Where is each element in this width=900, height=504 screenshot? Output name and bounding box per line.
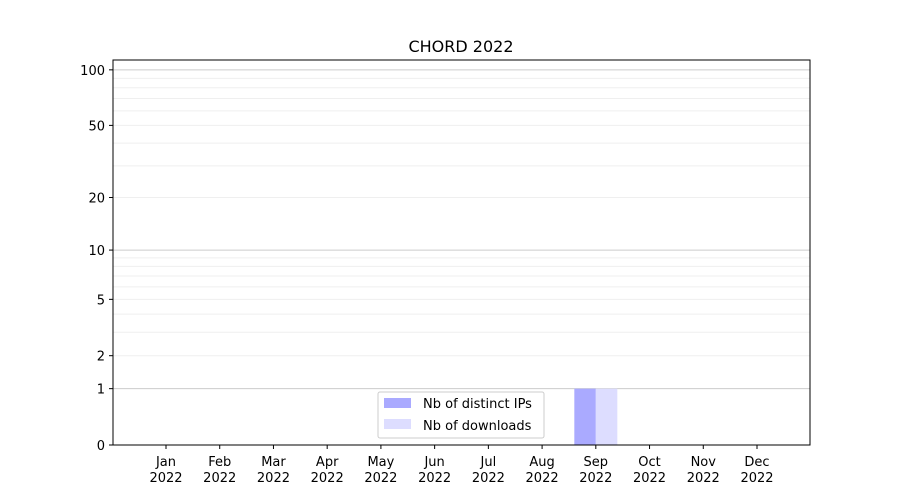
- x-tick-label: Jan: [155, 455, 176, 470]
- grid: [113, 69, 810, 390]
- y-tick-label: 5: [97, 293, 105, 308]
- legend-swatch-downloads: [384, 419, 411, 429]
- x-tick-label: Apr: [316, 455, 339, 470]
- legend-label-downloads: Nb of downloads: [423, 419, 532, 434]
- x-tick-label: Oct: [638, 455, 660, 470]
- bar-distinct-ips: [574, 388, 596, 445]
- y-tick-label: 1: [97, 383, 105, 398]
- legend-box: [377, 391, 545, 439]
- x-tick-year: 2022: [311, 471, 344, 486]
- y-tick-label: 10: [88, 244, 105, 259]
- y-axis: 0 1 2 5 10 20 50 100: [80, 64, 113, 454]
- y-tick-label: 20: [88, 192, 105, 207]
- legend: Nb of distinct IPs Nb of downloads: [377, 391, 545, 439]
- legend-swatch-distinct-ips: [384, 398, 411, 408]
- y-tick-label: 2: [97, 350, 105, 365]
- y-tick-label: 50: [88, 119, 105, 134]
- bars: [574, 388, 618, 445]
- x-tick-label: Dec: [744, 455, 769, 470]
- x-tick-year: 2022: [364, 471, 397, 486]
- x-tick-label: Mar: [261, 455, 286, 470]
- legend-label-distinct-ips: Nb of distinct IPs: [423, 397, 532, 412]
- x-tick-year: 2022: [257, 471, 290, 486]
- x-tick-label: Feb: [208, 455, 231, 470]
- x-tick-label: Jun: [423, 455, 444, 470]
- x-tick-year: 2022: [579, 471, 612, 486]
- x-tick-year: 2022: [472, 471, 505, 486]
- x-tick-label: Jul: [480, 455, 497, 470]
- y-tick-label: 0: [97, 439, 105, 454]
- chart-title: CHORD 2022: [408, 37, 513, 56]
- x-tick-label: Sep: [584, 455, 609, 470]
- y-tick-label: 100: [80, 64, 105, 79]
- x-tick-year: 2022: [149, 471, 182, 486]
- x-tick-year: 2022: [203, 471, 236, 486]
- x-axis: Jan2022Feb2022Mar2022Apr2022May2022Jun20…: [149, 445, 774, 486]
- x-tick-label: Nov: [691, 455, 717, 470]
- x-tick-year: 2022: [633, 471, 666, 486]
- x-tick-label: Aug: [529, 455, 554, 470]
- x-tick-year: 2022: [418, 471, 451, 486]
- x-tick-year: 2022: [740, 471, 773, 486]
- x-tick-label: May: [367, 455, 394, 470]
- x-tick-year: 2022: [687, 471, 720, 486]
- x-tick-year: 2022: [526, 471, 559, 486]
- plot-frame: [112, 59, 811, 446]
- bar-downloads: [595, 388, 618, 445]
